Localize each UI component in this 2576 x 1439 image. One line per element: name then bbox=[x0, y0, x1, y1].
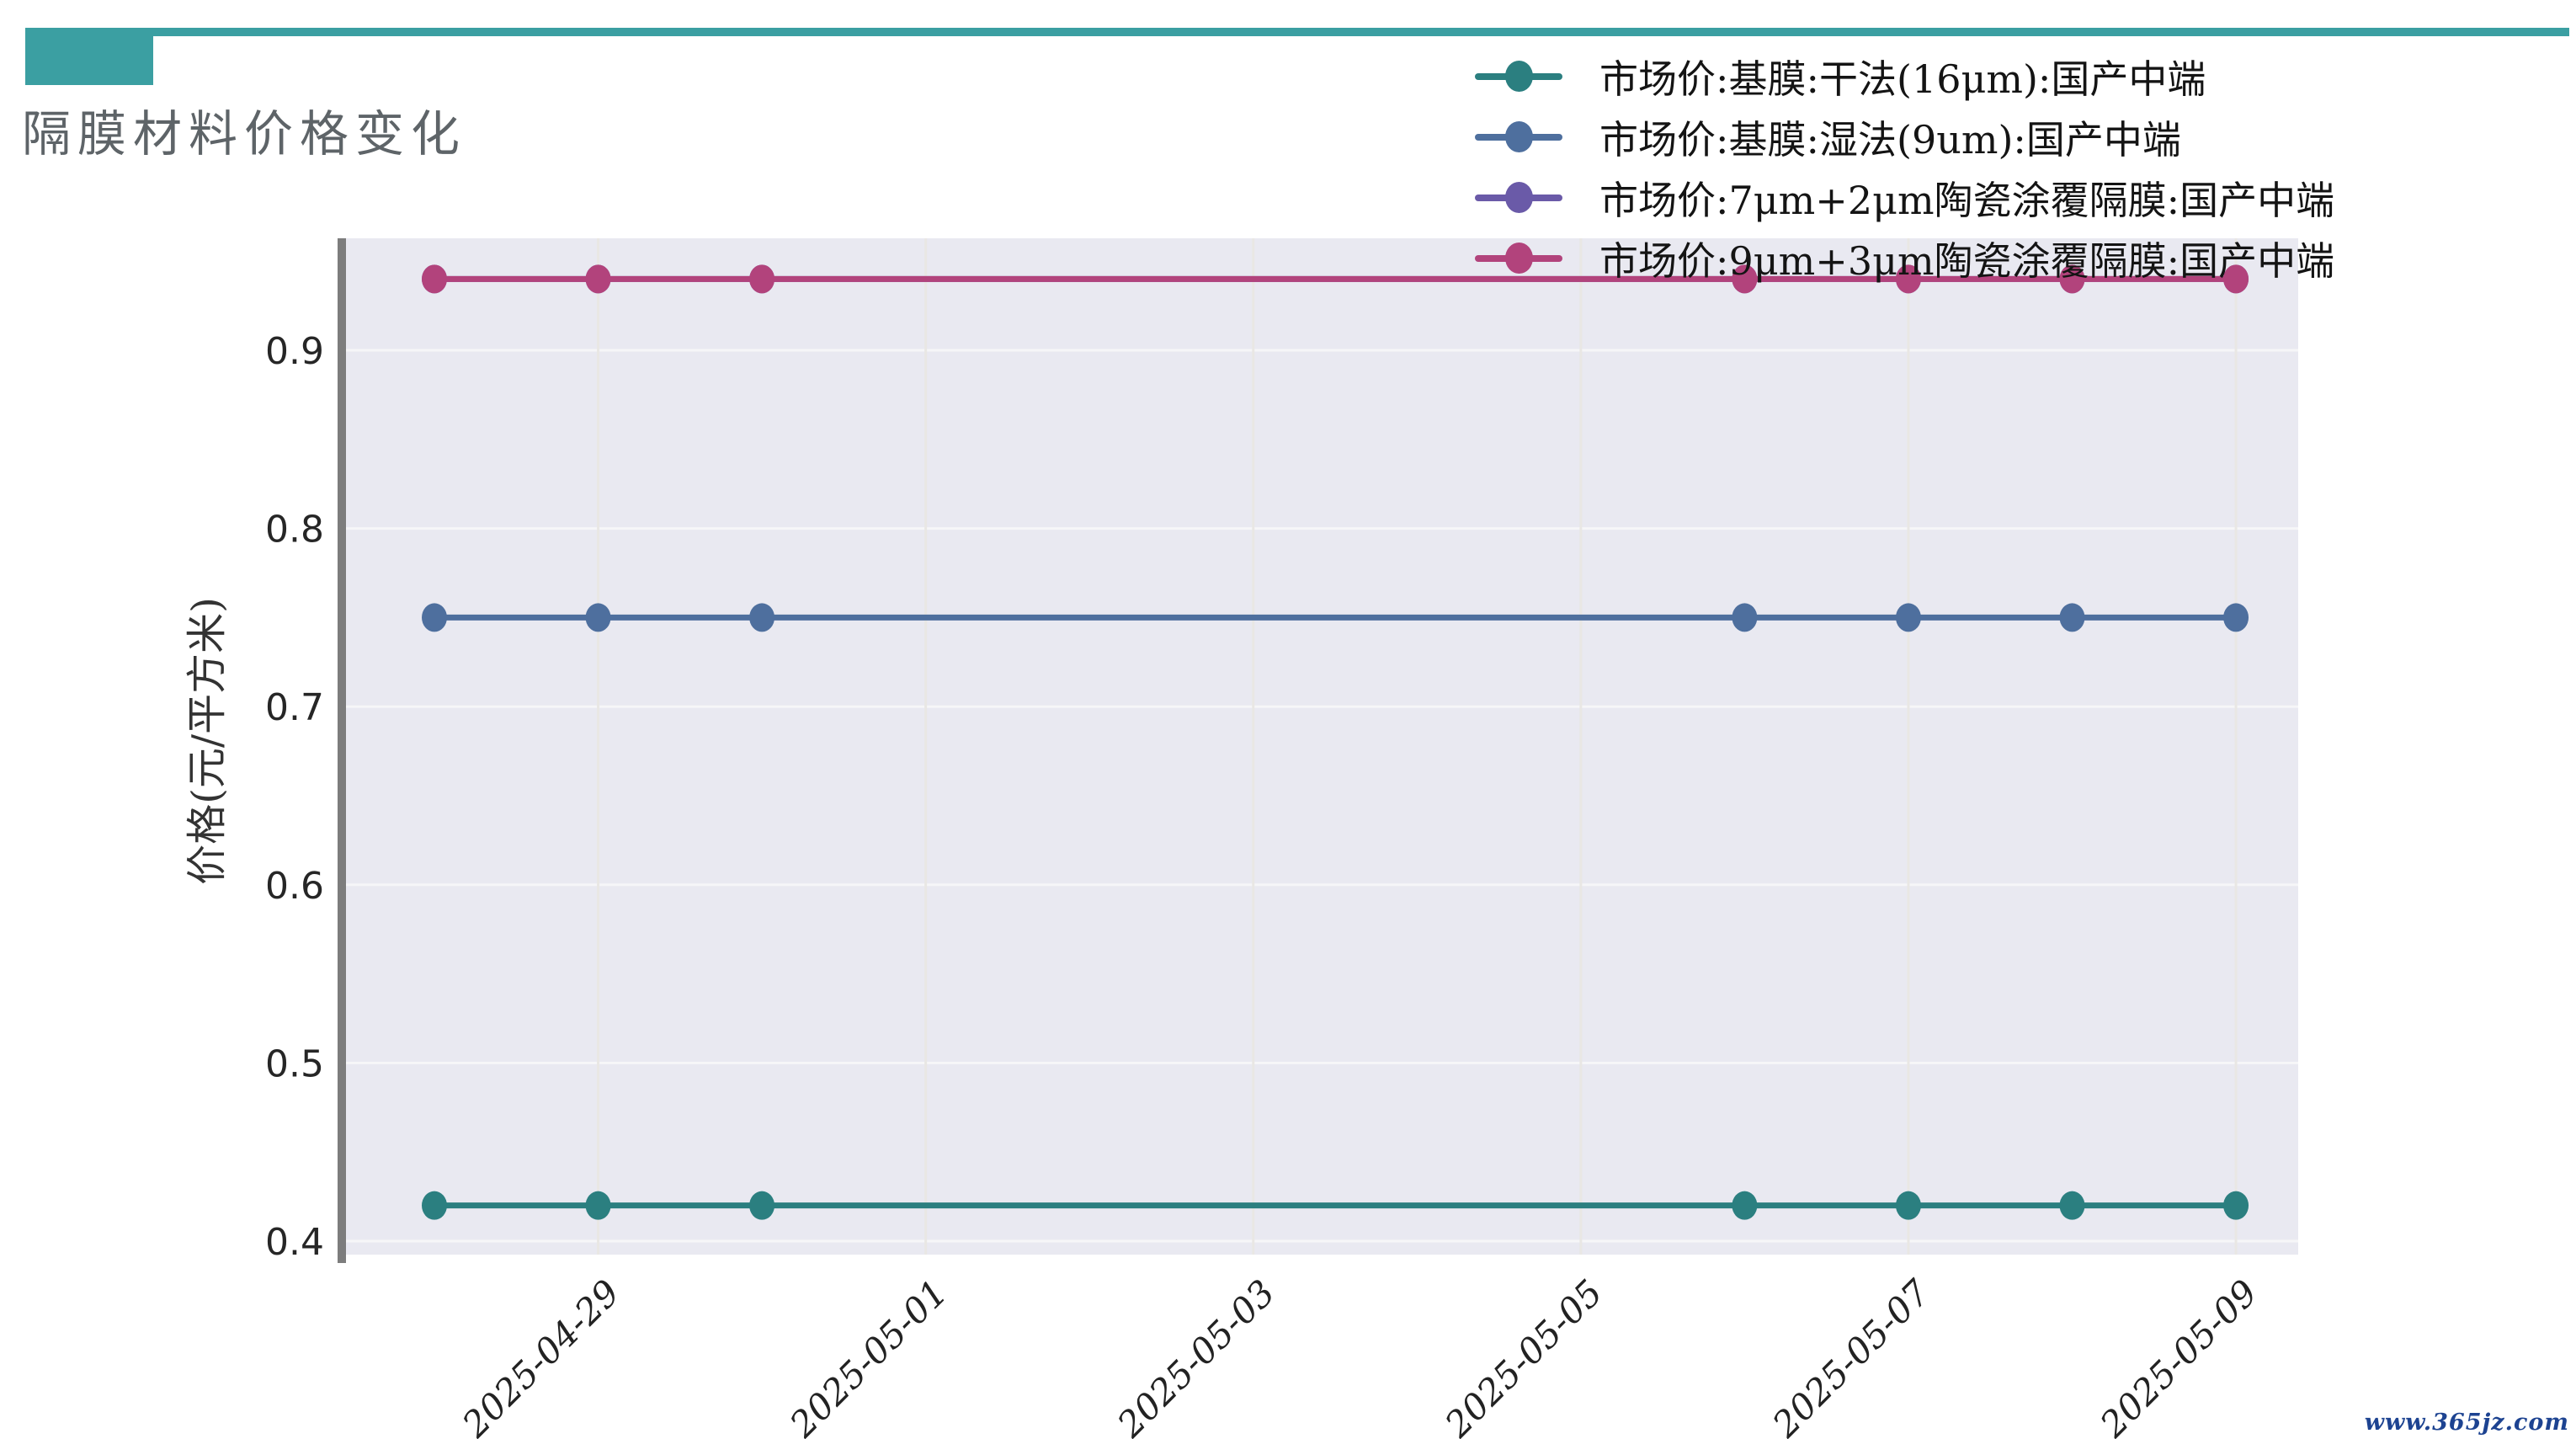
y-tick-label: 0.8 bbox=[265, 509, 324, 552]
data-point-marker bbox=[422, 264, 447, 294]
legend-dot-icon bbox=[1505, 242, 1533, 274]
legend-line-marker-icon bbox=[1475, 182, 1562, 213]
y-tick-label: 0.9 bbox=[265, 330, 324, 373]
y-axis-label: 价格(元/平方米) bbox=[184, 597, 231, 885]
data-point-marker bbox=[1732, 1191, 1758, 1220]
top-accent-bar bbox=[25, 28, 2569, 36]
data-point-marker bbox=[585, 264, 611, 294]
y-tick-label: 0.4 bbox=[265, 1221, 324, 1264]
x-tick-label: 2025-05-03 bbox=[1109, 1271, 1283, 1439]
legend-line-marker-icon bbox=[1475, 121, 1562, 152]
data-point-marker bbox=[2223, 1191, 2249, 1220]
y-axis-spine bbox=[338, 238, 346, 1263]
legend-item[interactable]: 市场价:基膜:湿法(9um):国产中端 bbox=[1475, 107, 2334, 168]
data-point-marker bbox=[1732, 603, 1758, 632]
x-tick-label: 2025-05-07 bbox=[1764, 1271, 1938, 1439]
x-tick-label: 2025-05-01 bbox=[781, 1271, 955, 1439]
data-point-marker bbox=[422, 603, 447, 632]
legend-line-marker-icon bbox=[1475, 242, 1562, 274]
y-tick-label: 0.7 bbox=[265, 686, 324, 729]
data-point-marker bbox=[2059, 264, 2085, 294]
data-point-marker bbox=[749, 603, 775, 632]
legend-item[interactable]: 市场价:7μm+2μm陶瓷涂覆隔膜:国产中端 bbox=[1475, 168, 2334, 228]
data-point-marker bbox=[422, 1191, 447, 1220]
data-point-marker bbox=[2223, 264, 2249, 294]
x-tick-label: 2025-05-05 bbox=[1436, 1271, 1610, 1439]
chart-legend: 市场价:基膜:干法(16μm):国产中端 市场价:基膜:湿法(9um):国产中端市… bbox=[1475, 46, 2334, 289]
data-point-marker bbox=[749, 1191, 775, 1220]
x-tick-label: 2025-04-29 bbox=[454, 1271, 628, 1439]
chart-title: 隔膜材料价格变化 bbox=[22, 105, 467, 163]
data-point-marker bbox=[585, 1191, 611, 1220]
data-point-marker bbox=[1895, 603, 1921, 632]
x-tick-label: 2025-05-09 bbox=[2092, 1271, 2266, 1439]
data-point-marker bbox=[2059, 603, 2085, 632]
plot-area bbox=[343, 238, 2298, 1255]
y-tick-label: 0.6 bbox=[265, 865, 324, 908]
legend-dot-icon bbox=[1505, 121, 1533, 152]
data-point-marker bbox=[1895, 1191, 1921, 1220]
data-point-marker bbox=[749, 264, 775, 294]
data-point-marker bbox=[1895, 264, 1921, 294]
legend-item[interactable]: 市场价:基膜:干法(16μm):国产中端 bbox=[1475, 46, 2334, 107]
data-point-marker bbox=[1732, 264, 1758, 294]
legend-dot-icon bbox=[1505, 61, 1533, 92]
watermark: www.365jz.com bbox=[2364, 1410, 2569, 1436]
legend-dot-icon bbox=[1505, 182, 1533, 213]
legend-line-marker-icon bbox=[1475, 61, 1562, 92]
legend-label: 市场价:基膜:湿法(9um):国产中端 bbox=[1599, 117, 2181, 163]
y-tick-label: 0.5 bbox=[265, 1042, 324, 1085]
legend-label: 市场价:基膜:干法(16μm):国产中端 bbox=[1599, 56, 2206, 102]
data-point-marker bbox=[2059, 1191, 2085, 1220]
legend-label: 市场价:9μm+3μm陶瓷涂覆隔膜:国产中端 bbox=[1599, 238, 2335, 284]
legend-item[interactable]: 市场价:9μm+3μm陶瓷涂覆隔膜:国产中端 bbox=[1475, 228, 2334, 289]
data-point-marker bbox=[2223, 603, 2249, 632]
top-accent-block bbox=[25, 28, 153, 85]
data-point-marker bbox=[585, 603, 611, 632]
legend-label: 市场价:7μm+2μm陶瓷涂覆隔膜:国产中端 bbox=[1599, 178, 2335, 223]
